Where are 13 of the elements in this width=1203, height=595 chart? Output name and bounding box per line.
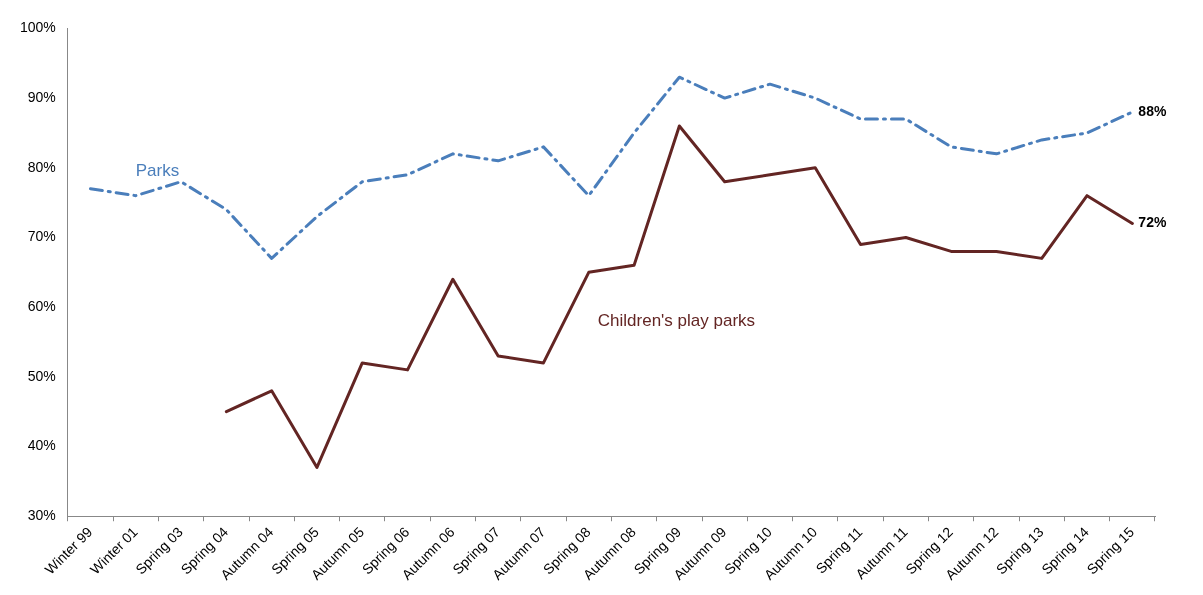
y-tick-label: 70% — [27, 228, 56, 245]
y-tick-label: 30% — [27, 507, 56, 524]
y-tick-label: 100% — [19, 19, 56, 36]
y-tick-label: 40% — [27, 437, 56, 454]
series-label: Parks — [135, 160, 180, 180]
y-tick-label: 50% — [27, 367, 56, 384]
y-tick-label: 90% — [27, 88, 56, 105]
y-tick-label: 80% — [27, 158, 56, 175]
data-label: 72% — [1138, 214, 1167, 231]
line-series — [88, 75, 1134, 260]
y-tick-label: 60% — [27, 298, 56, 315]
series-label: Children's play parks — [597, 310, 756, 330]
data-label: 88% — [1138, 102, 1167, 119]
